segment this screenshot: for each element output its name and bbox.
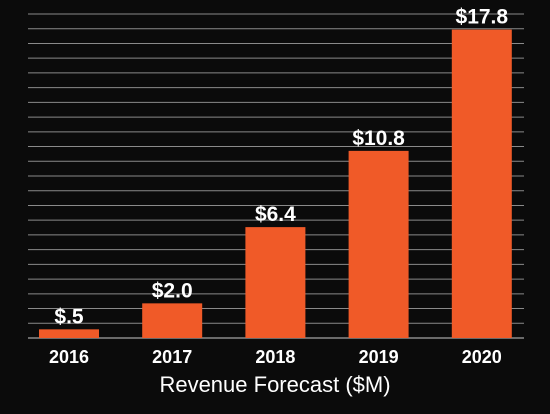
data-label-2019: $10.8	[352, 127, 405, 150]
bar-2018	[245, 227, 306, 338]
x-tick-label-2019: 2019	[359, 347, 399, 367]
x-axis-title: Revenue Forecast ($M)	[159, 372, 391, 397]
bar-2016	[39, 329, 99, 338]
x-tick-label-2017: 2017	[152, 347, 192, 367]
gridlines	[28, 13, 524, 339]
bar-2020	[451, 29, 512, 339]
x-tick-label-2018: 2018	[255, 347, 295, 367]
data-label-2018: $6.4	[255, 203, 296, 226]
x-tick-label-2016: 2016	[49, 347, 89, 367]
bar-2019	[348, 150, 409, 338]
bar-2017	[142, 303, 203, 338]
data-label-2016: $.5	[54, 305, 84, 328]
data-labels: $.5 $2.0 $6.4 $10.8 $17.8	[54, 6, 508, 329]
data-label-2017: $2.0	[152, 279, 193, 302]
x-tick-label-2020: 2020	[462, 347, 502, 367]
x-tick-labels: 2016 2017 2018 2019 2020	[49, 347, 502, 367]
bars	[39, 29, 512, 339]
data-label-2020: $17.8	[456, 6, 509, 29]
